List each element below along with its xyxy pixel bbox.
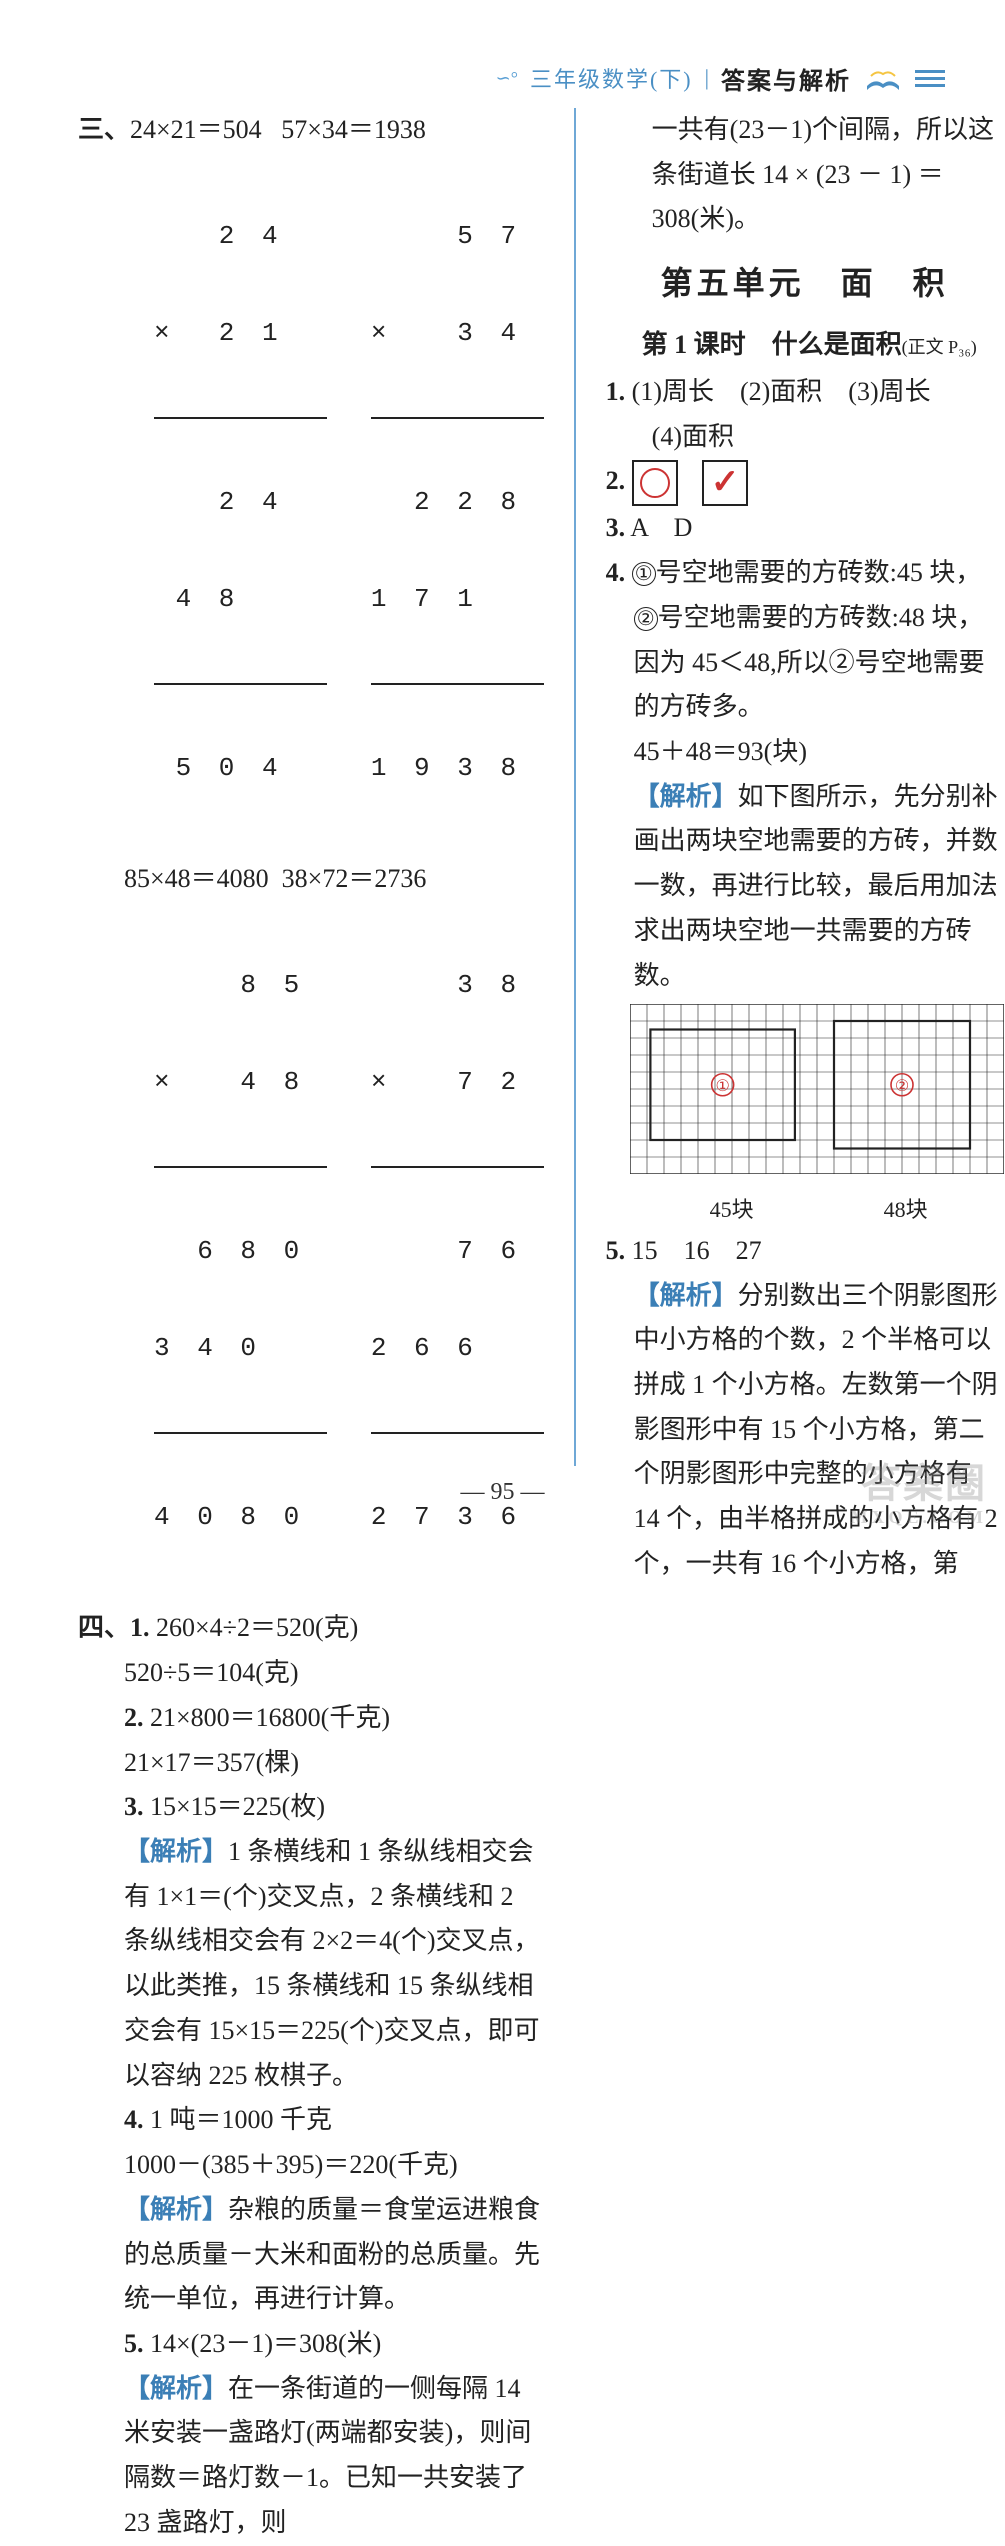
page-header: ∽° 三年级数学(下) | 答案与解析 xyxy=(496,58,945,98)
r-q5: 5. 15 16 27 xyxy=(606,1229,1004,1274)
section-4: 四、1. 260×4÷2＝520(克) xyxy=(78,1606,544,1651)
q4-analysis: 【解析】杂粮的质量＝食堂运进粮食的总质量－大米和面粉的总质量。先统一单位，再进行… xyxy=(78,2188,544,2322)
q4-line2: 1000－(385＋395)＝220(千克) xyxy=(78,2143,544,2188)
book-icon xyxy=(863,58,903,98)
eq4: 38×72＝2736 xyxy=(282,864,427,893)
analysis-label: 【解析】 xyxy=(124,2374,228,2403)
circled-2: ② xyxy=(634,607,658,631)
r-q5-analysis: 【解析】分别数出三个阴影图形中小方格的个数，2 个半格可以拼成 1 个小方格。左… xyxy=(606,1274,1004,1587)
san-label: 三、 xyxy=(78,115,130,144)
vertical-mult-row-1: 2 4 × 2 1 2 4 4 8 5 0 4 5 7 × 3 4 2 2 8 … xyxy=(154,155,544,850)
circle-mark-icon xyxy=(640,468,670,498)
header-ornament: ∽° xyxy=(496,68,518,89)
r-q1-line2: (4)面积 xyxy=(606,415,1004,460)
check-mark-icon: ✓ xyxy=(711,454,740,512)
lesson-title: 第 1 课时 什么是面积(正文 P₃₆) xyxy=(642,323,1004,368)
watermark-sub: MXQE.COM xyxy=(851,1508,987,1526)
column-divider xyxy=(574,108,576,1466)
grid-labels: 45块 48块 xyxy=(630,1191,1004,1229)
q5: 5. 14×(23－1)＝308(米) xyxy=(78,2322,544,2367)
r-q4-l4: 45＋48＝93(块) xyxy=(606,730,1004,775)
q1-line2: 520÷5＝104(克) xyxy=(78,1651,544,1696)
grid-figure: ①② xyxy=(630,1004,1004,1189)
analysis-label: 【解析】 xyxy=(124,1837,228,1866)
eq1: 24×21＝504 xyxy=(130,115,262,144)
header-separator: | xyxy=(705,65,709,91)
q1-line1: 260×4÷2＝520(克) xyxy=(156,1613,358,1642)
continuation-text: 一共有(23－1)个间隔，所以这条街道长 14 × (23 － 1) ＝ 308… xyxy=(606,108,1004,242)
section-3-heading: 三、24×21＝504 57×34＝1938 xyxy=(78,108,544,153)
eq2: 57×34＝1938 xyxy=(281,115,426,144)
analysis-label: 【解析】 xyxy=(634,782,738,811)
q2-box-check: ✓ xyxy=(702,460,748,506)
q2-box-circle xyxy=(632,460,678,506)
right-column: 一共有(23－1)个间隔，所以这条街道长 14 × (23 － 1) ＝ 308… xyxy=(606,108,1004,1466)
lesson-ref: (正文 P₃₆) xyxy=(902,337,977,357)
q1-num: 1. xyxy=(130,1613,150,1642)
watermark: 答案圈 MXQE.COM xyxy=(851,1464,987,1526)
svg-text:②: ② xyxy=(894,1078,908,1095)
q3: 3. 15×15＝225(枚) xyxy=(78,1785,544,1830)
circled-1: ① xyxy=(632,562,656,586)
eq-row-2: 85×48＝4080 38×72＝2736 xyxy=(78,857,544,902)
eq3: 85×48＝4080 xyxy=(124,864,269,893)
r-q4: 4. ①号空地需要的方砖数:45 块， xyxy=(606,551,1004,596)
header-lines-icon xyxy=(915,70,945,87)
r-q3: 3. A D xyxy=(606,506,1004,551)
r-q4-analysis: 【解析】如下图所示，先分别补画出两块空地需要的方砖，并数一数，再进行比较，最后用… xyxy=(606,775,1004,999)
unit-title: 第五单元 面 积 xyxy=(606,256,1004,311)
analysis-label: 【解析】 xyxy=(124,2195,228,2224)
q3-analysis: 【解析】1 条横线和 1 条纵线相交会有 1×1＝(个)交叉点，2 条横线和 2… xyxy=(78,1830,544,2098)
r-q2: 2. ✓ xyxy=(606,459,1004,506)
left-column: 三、24×21＝504 57×34＝1938 2 4 × 2 1 2 4 4 8… xyxy=(78,108,544,1466)
q4: 4. 1 吨＝1000 千克 xyxy=(78,2098,544,2143)
q2: 2. 21×800＝16800(千克) xyxy=(78,1696,544,1741)
tile-grid-svg: ①② xyxy=(630,1004,1004,1174)
si-label: 四、 xyxy=(78,1613,130,1642)
vmul-24x21: 2 4 × 2 1 2 4 4 8 5 0 4 xyxy=(154,155,327,850)
r-q4-l2: ②号空地需要的方砖数:48 块， xyxy=(606,596,1004,641)
grid-label-48: 48块 xyxy=(884,1191,928,1229)
vmul-57x34: 5 7 × 3 4 2 2 8 1 7 1 1 9 3 8 xyxy=(371,155,544,850)
q5-analysis: 【解析】在一条街道的一侧每隔 14 米安装一盏路灯(两端都安装)，则间隔数＝路灯… xyxy=(78,2367,544,2546)
svg-text:①: ① xyxy=(715,1078,729,1095)
r-q4-l3: 因为 45＜48,所以②号空地需要的方砖多。 xyxy=(606,641,1004,730)
analysis-label: 【解析】 xyxy=(634,1281,738,1310)
q2-line2: 21×17＝357(棵) xyxy=(78,1741,544,1786)
header-grade: 三年级数学(下) xyxy=(530,62,693,94)
grid-label-45: 45块 xyxy=(710,1191,754,1229)
content-columns: 三、24×21＝504 57×34＝1938 2 4 × 2 1 2 4 4 8… xyxy=(78,108,945,1466)
r-q1: 1. (1)周长 (2)面积 (3)周长 xyxy=(606,370,1004,415)
watermark-main: 答案圈 xyxy=(861,1464,987,1504)
header-answers: 答案与解析 xyxy=(721,61,851,96)
